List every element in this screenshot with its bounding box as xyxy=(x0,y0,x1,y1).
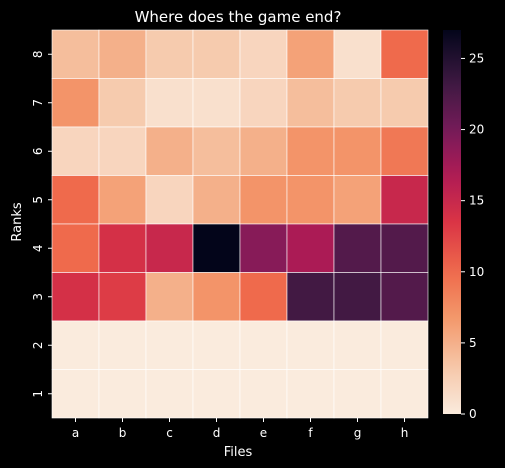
heatmap-cell-g5 xyxy=(333,175,382,225)
heatmap-cell-a5 xyxy=(51,175,100,225)
heatmap-cell-f4 xyxy=(286,223,335,273)
heatmap-cell-c3 xyxy=(145,272,194,322)
heatmap-cell-f1 xyxy=(286,369,335,419)
heatmap-cell-h4 xyxy=(380,223,429,273)
heatmap-cell-a7 xyxy=(51,78,100,128)
x-tick-label: c xyxy=(166,426,173,440)
heatmap-cell-d5 xyxy=(192,175,241,225)
y-tick-label: 6 xyxy=(31,147,45,155)
heatmap-cell-c2 xyxy=(145,320,194,370)
colorbar-ticks: 0 5 10 15 20 25 xyxy=(461,51,484,421)
heatmap-cell-e2 xyxy=(239,320,288,370)
colorbar-tick-label: 20 xyxy=(469,123,484,137)
heatmap-cell-a2 xyxy=(51,320,100,370)
heatmap-cell-b7 xyxy=(98,78,147,128)
y-axis-label: Ranks xyxy=(10,202,25,241)
heatmap-cell-a6 xyxy=(51,126,100,176)
heatmap-cell-h3 xyxy=(380,272,429,322)
heatmap-cell-h1 xyxy=(380,369,429,419)
colorbar-tick-label: 5 xyxy=(469,336,477,350)
heatmap-cell-g1 xyxy=(333,369,382,419)
heatmap-cell-e8 xyxy=(239,29,288,79)
x-tick-label: h xyxy=(401,426,409,440)
heatmap-cell-h2 xyxy=(380,320,429,370)
heatmap-cell-f7 xyxy=(286,78,335,128)
y-tick-label: 5 xyxy=(31,196,45,204)
heatmap-cell-g8 xyxy=(333,29,382,79)
heatmap-cell-a1 xyxy=(51,369,100,419)
heatmap-cell-d7 xyxy=(192,78,241,128)
heatmap-cell-e5 xyxy=(239,175,288,225)
chart-title: Where does the game end? xyxy=(135,8,342,26)
y-tick-label: 3 xyxy=(31,293,45,301)
heatmap-cell-g3 xyxy=(333,272,382,322)
colorbar xyxy=(443,30,461,414)
heatmap-cell-g4 xyxy=(333,223,382,273)
colorbar-tick-label: 10 xyxy=(469,265,484,279)
heatmap-cell-h5 xyxy=(380,175,429,225)
colorbar-tick-label: 25 xyxy=(469,51,484,65)
heatmap-cell-c7 xyxy=(145,78,194,128)
x-tick-label: e xyxy=(260,426,267,440)
heatmap-cell-h8 xyxy=(380,29,429,79)
colorbar-tick-label: 0 xyxy=(469,407,477,421)
y-tick-label: 7 xyxy=(31,99,45,107)
heatmap-cell-f8 xyxy=(286,29,335,79)
x-tick-label: f xyxy=(308,426,313,440)
x-tick-label: a xyxy=(72,426,79,440)
heatmap-cell-d3 xyxy=(192,272,241,322)
heatmap-cell-f3 xyxy=(286,272,335,322)
heatmap-cell-b4 xyxy=(98,223,147,273)
heatmap-cell-f2 xyxy=(286,320,335,370)
x-axis-label: Files xyxy=(224,445,253,460)
x-axis-ticks: a b c d e f g h xyxy=(72,418,408,440)
heatmap-cell-d4 xyxy=(192,223,241,273)
heatmap-cell-d1 xyxy=(192,369,241,419)
heatmap-cell-e3 xyxy=(239,272,288,322)
heatmap-cell-b2 xyxy=(98,320,147,370)
heatmap-cell-d8 xyxy=(192,29,241,79)
heatmap-cell-h7 xyxy=(380,78,429,128)
x-tick-label: d xyxy=(213,426,221,440)
heatmap-cell-e6 xyxy=(239,126,288,176)
heatmap-cell-c6 xyxy=(145,126,194,176)
heatmap-cell-c4 xyxy=(145,223,194,273)
heatmap-cell-a8 xyxy=(51,29,100,79)
y-tick-label: 1 xyxy=(31,390,45,398)
heatmap-cell-c8 xyxy=(145,29,194,79)
y-axis-ticks: 8 7 6 5 4 3 2 1 xyxy=(31,50,52,398)
y-tick-label: 8 xyxy=(31,50,45,58)
heatmap-cell-e1 xyxy=(239,369,288,419)
heatmap-cell-f5 xyxy=(286,175,335,225)
heatmap-cell-c1 xyxy=(145,369,194,419)
y-tick-label: 4 xyxy=(31,244,45,252)
y-tick-label: 2 xyxy=(31,341,45,349)
heatmap-cell-g7 xyxy=(333,78,382,128)
heatmap-cell-b5 xyxy=(98,175,147,225)
x-tick-label: g xyxy=(354,426,362,440)
heatmap-cell-e4 xyxy=(239,223,288,273)
colorbar-tick-label: 15 xyxy=(469,194,484,208)
heatmap-cell-h6 xyxy=(380,126,429,176)
heatmap-cell-g6 xyxy=(333,126,382,176)
heatmap-cell-c5 xyxy=(145,175,194,225)
x-tick-label: b xyxy=(119,426,127,440)
heatmap-cell-f6 xyxy=(286,126,335,176)
heatmap-cell-d6 xyxy=(192,126,241,176)
heatmap-cells xyxy=(51,29,429,419)
heatmap-cell-b3 xyxy=(98,272,147,322)
heatmap-cell-a4 xyxy=(51,223,100,273)
heatmap-cell-g2 xyxy=(333,320,382,370)
heatmap-cell-b8 xyxy=(98,29,147,79)
heatmap-cell-e7 xyxy=(239,78,288,128)
heatmap-cell-a3 xyxy=(51,272,100,322)
heatmap-cell-d2 xyxy=(192,320,241,370)
heatmap-cell-b6 xyxy=(98,126,147,176)
heatmap-cell-b1 xyxy=(98,369,147,419)
